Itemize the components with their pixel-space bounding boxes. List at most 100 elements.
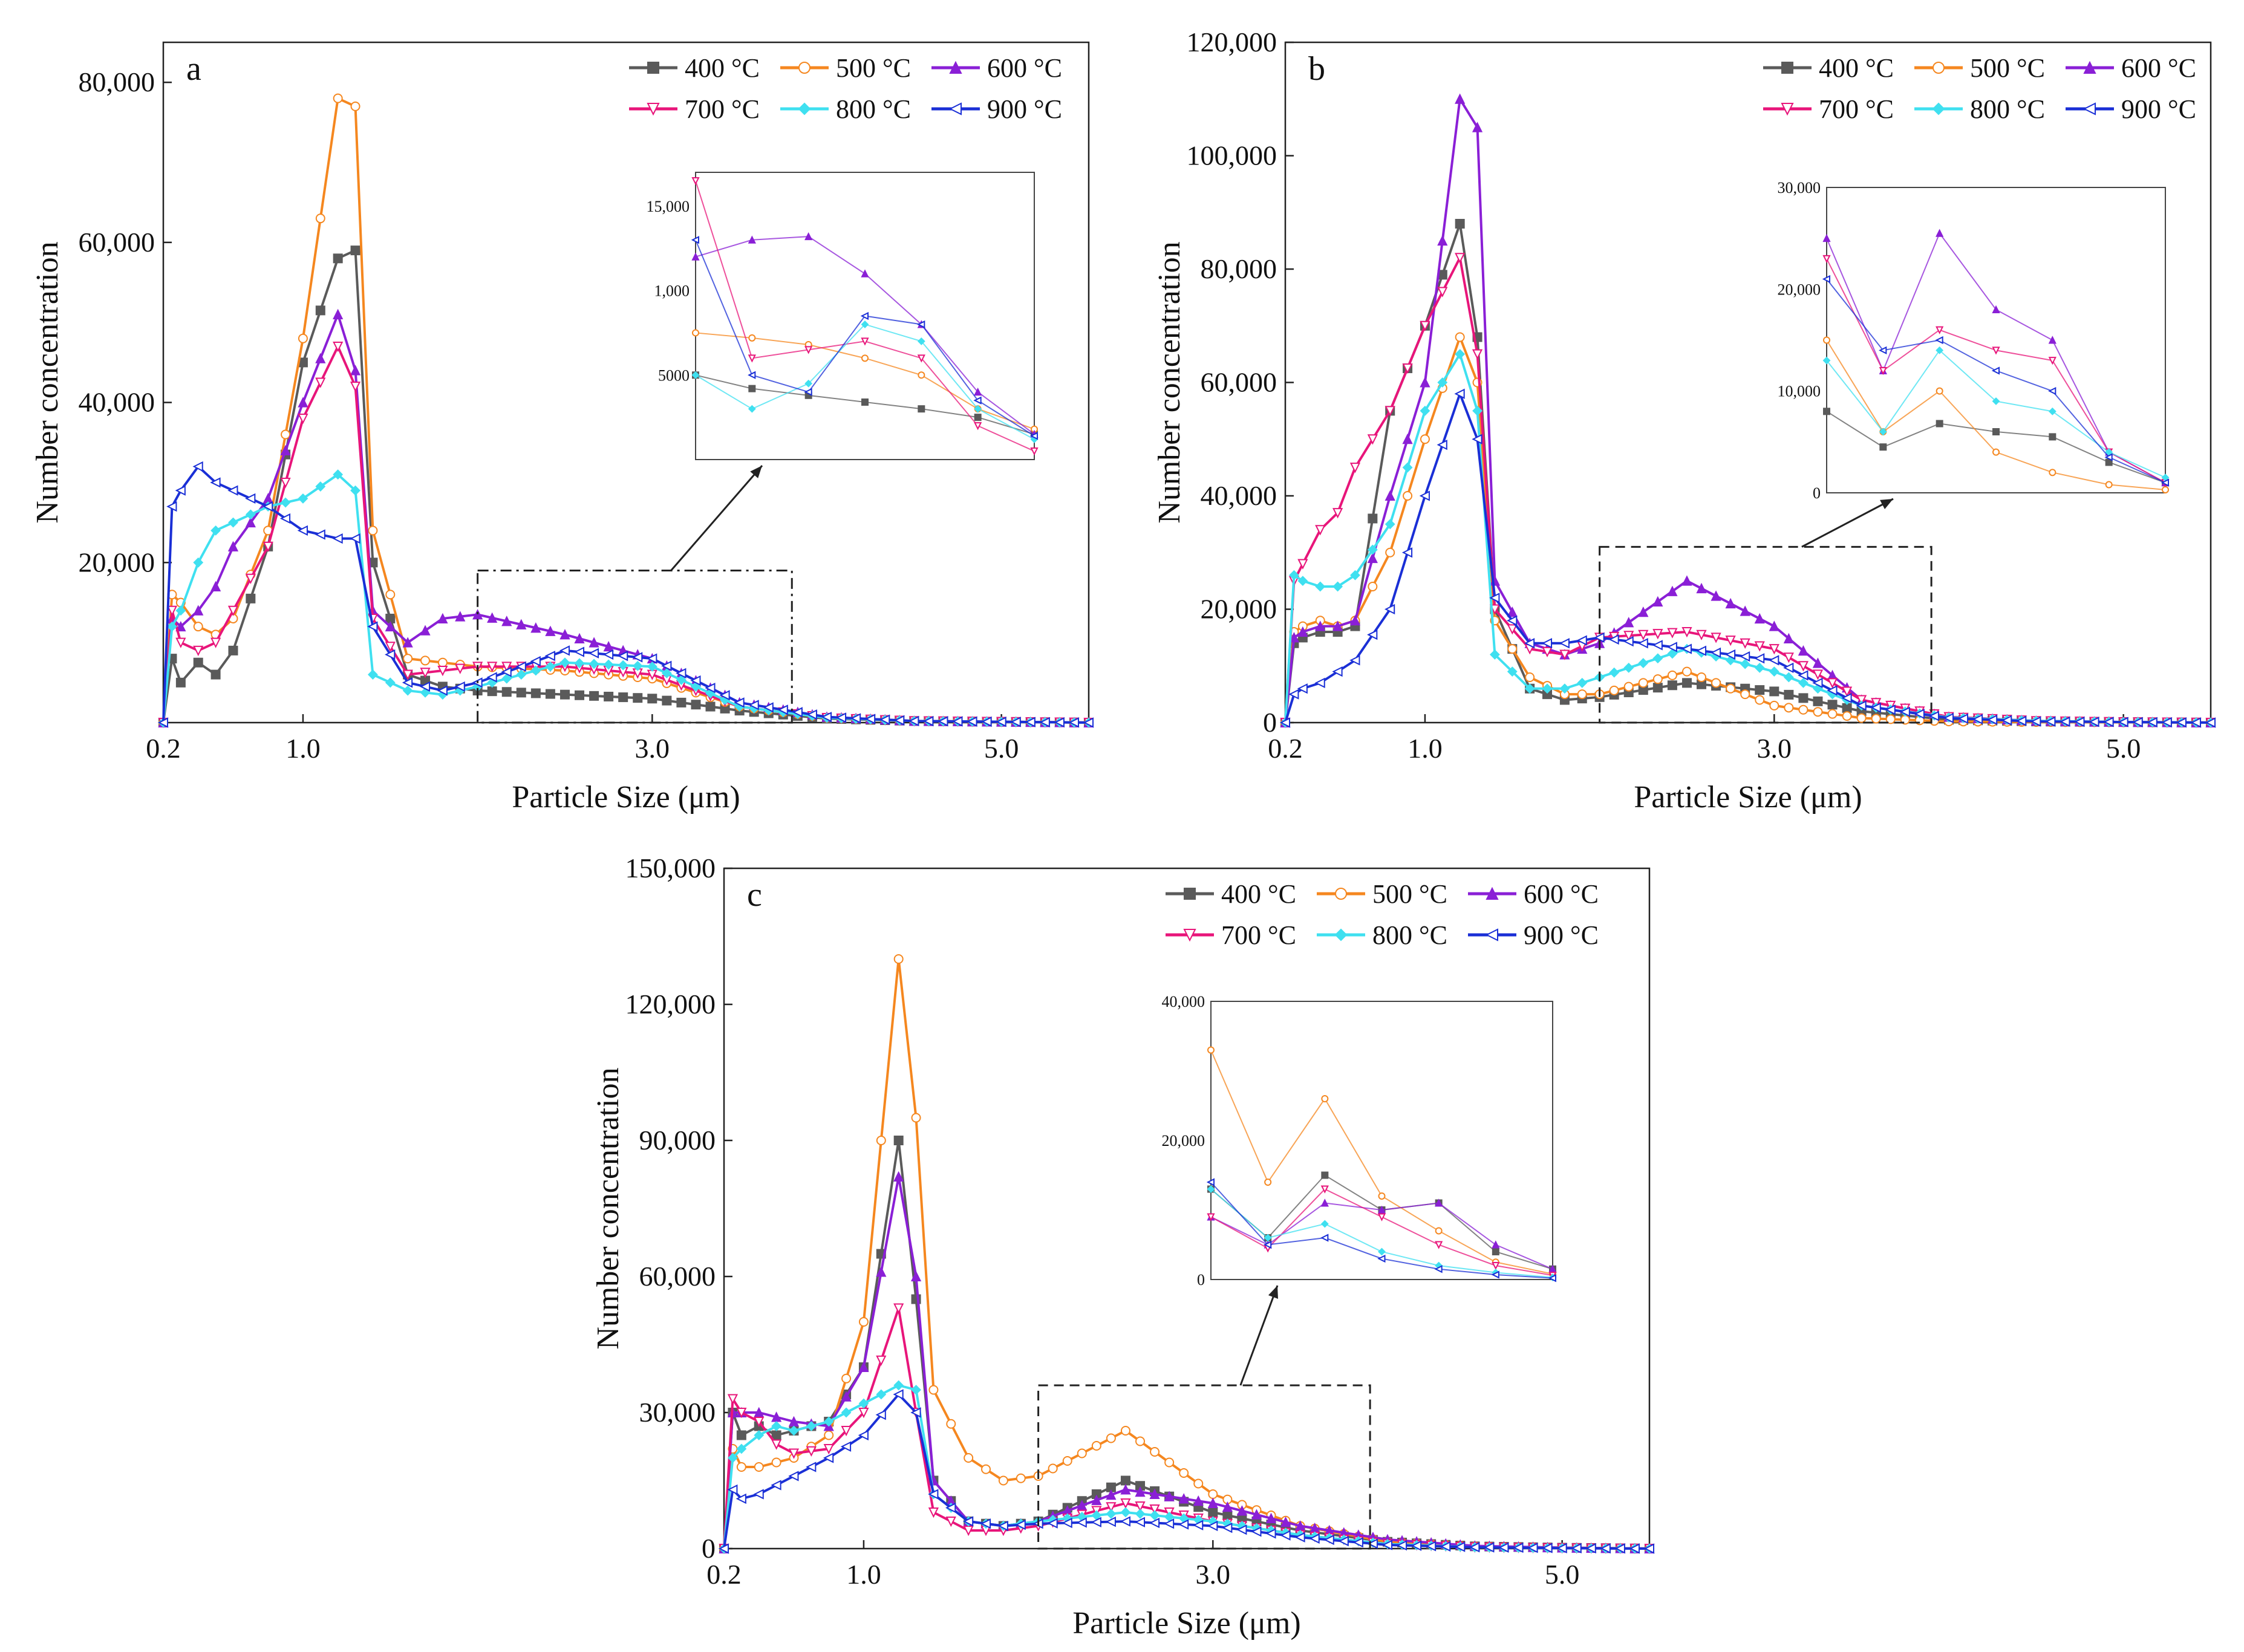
data-point bbox=[1352, 1537, 1363, 1548]
data-point bbox=[559, 689, 570, 700]
data-point bbox=[1711, 678, 1721, 688]
inset-point bbox=[1936, 229, 1944, 237]
inset-point bbox=[1435, 1227, 1443, 1235]
inset-point bbox=[861, 398, 869, 406]
data-point bbox=[734, 697, 745, 708]
data-point bbox=[736, 1430, 746, 1440]
inset-point bbox=[1321, 1171, 1329, 1179]
inset-y-tick-label: 40,000 bbox=[1162, 993, 1205, 1010]
data-point bbox=[1062, 1456, 1072, 1466]
y-tick-label: 100,000 bbox=[1187, 140, 1277, 171]
data-point bbox=[1798, 677, 1809, 688]
data-point bbox=[350, 533, 360, 544]
data-point bbox=[1149, 1517, 1160, 1529]
data-point bbox=[1986, 714, 1998, 725]
data-point bbox=[1614, 1543, 1625, 1554]
data-point bbox=[1367, 1538, 1378, 1549]
data-point bbox=[1294, 1532, 1305, 1543]
y-tick-label: 120,000 bbox=[625, 989, 716, 1019]
inset-point bbox=[860, 311, 869, 320]
data-point bbox=[530, 622, 541, 633]
x-tick-label: 5.0 bbox=[2106, 733, 2141, 764]
inset-point bbox=[2048, 407, 2056, 415]
legend-label: 800 °C bbox=[836, 94, 911, 124]
inset-point bbox=[1264, 1179, 1272, 1186]
data-point bbox=[1600, 1543, 1611, 1554]
data-point bbox=[981, 716, 992, 727]
legend-marker bbox=[2083, 102, 2096, 115]
data-point bbox=[1062, 1517, 1072, 1529]
data-point bbox=[486, 672, 497, 683]
data-point bbox=[516, 619, 527, 629]
data-point bbox=[1524, 683, 1535, 694]
data-point bbox=[876, 1136, 886, 1145]
data-point bbox=[1384, 603, 1395, 615]
data-point bbox=[1652, 596, 1663, 606]
inset-point bbox=[804, 232, 813, 241]
inset-y-tick-label: 20,000 bbox=[1162, 1132, 1205, 1150]
data-point bbox=[1440, 1541, 1451, 1552]
data-point bbox=[1472, 405, 1482, 416]
data-point bbox=[1193, 1495, 1204, 1506]
data-point bbox=[1755, 685, 1765, 695]
y-tick-label: 60,000 bbox=[79, 227, 155, 258]
data-point bbox=[893, 1171, 904, 1182]
data-point bbox=[691, 700, 701, 710]
data-point bbox=[1279, 717, 1290, 728]
data-point bbox=[840, 1441, 852, 1452]
data-point bbox=[350, 382, 361, 392]
data-point bbox=[315, 529, 325, 540]
data-point bbox=[1667, 585, 1678, 596]
data-point bbox=[368, 525, 378, 536]
data-point bbox=[210, 637, 221, 648]
data-point bbox=[402, 685, 413, 696]
inset-point bbox=[974, 422, 982, 431]
data-point bbox=[420, 687, 431, 698]
data-point bbox=[1842, 711, 1852, 721]
data-point bbox=[1856, 713, 1867, 723]
series-line bbox=[162, 473, 1089, 724]
data-point bbox=[589, 637, 599, 648]
data-point bbox=[676, 668, 687, 679]
data-point bbox=[1150, 1447, 1160, 1457]
data-point bbox=[574, 658, 585, 669]
data-point bbox=[771, 1480, 781, 1491]
series-line bbox=[162, 465, 1089, 724]
data-point bbox=[1637, 638, 1648, 649]
data-point bbox=[1455, 93, 1466, 104]
data-point bbox=[1297, 576, 1308, 587]
data-point bbox=[718, 1543, 729, 1554]
data-point bbox=[403, 654, 413, 664]
data-point bbox=[246, 593, 256, 603]
inset-point bbox=[1492, 1240, 1500, 1249]
data-point bbox=[175, 677, 186, 688]
data-point bbox=[1437, 235, 1448, 246]
data-point bbox=[1135, 1436, 1146, 1446]
data-point bbox=[910, 1270, 922, 1281]
y-tick-label: 150,000 bbox=[625, 853, 716, 883]
inset-point bbox=[2049, 433, 2056, 441]
data-point bbox=[333, 253, 343, 264]
data-point bbox=[1498, 1542, 1509, 1553]
legend-item: 700 °C bbox=[1166, 920, 1296, 950]
data-point bbox=[1437, 440, 1447, 450]
data-point bbox=[928, 1385, 939, 1395]
data-point bbox=[911, 1385, 921, 1395]
data-point bbox=[662, 695, 672, 706]
data-point bbox=[385, 642, 396, 652]
data-point bbox=[1091, 1494, 1102, 1505]
data-point bbox=[1629, 1543, 1640, 1554]
legend-label: 500 °C bbox=[1372, 879, 1447, 909]
inset-point bbox=[1207, 1185, 1215, 1193]
inset-point bbox=[2048, 387, 2056, 395]
data-point bbox=[1437, 287, 1448, 298]
data-point bbox=[298, 397, 308, 408]
data-point bbox=[789, 1425, 799, 1436]
inset-series bbox=[1822, 275, 2169, 487]
data-point bbox=[501, 616, 512, 626]
inset-point bbox=[974, 414, 982, 421]
data-point bbox=[661, 668, 672, 678]
data-point bbox=[1332, 581, 1343, 592]
data-point bbox=[1455, 332, 1465, 342]
data-point bbox=[1827, 709, 1838, 719]
